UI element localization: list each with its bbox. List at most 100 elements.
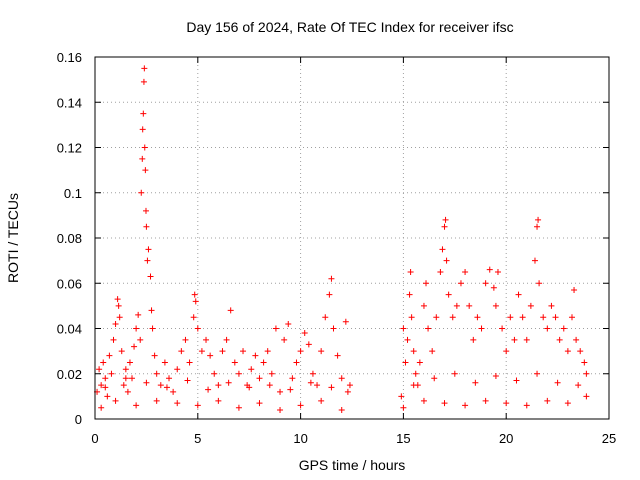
data-point	[198, 348, 205, 355]
data-point	[554, 379, 561, 386]
data-point	[407, 268, 414, 275]
data-point	[523, 402, 530, 409]
data-point	[472, 379, 479, 386]
y-tick-label: 0.04	[57, 322, 82, 337]
data-point	[98, 382, 105, 389]
x-tick-label: 15	[396, 431, 410, 446]
x-tick-label: 10	[293, 431, 307, 446]
data-point	[328, 275, 335, 282]
data-point	[437, 268, 444, 275]
data-point	[466, 302, 473, 309]
data-point	[114, 296, 121, 303]
data-point	[499, 325, 506, 332]
data-point	[443, 257, 450, 264]
data-point	[194, 402, 201, 409]
data-point	[149, 325, 156, 332]
data-point	[583, 370, 590, 377]
data-point	[102, 384, 109, 391]
data-point	[131, 343, 138, 350]
data-point	[429, 348, 436, 355]
data-point	[260, 359, 267, 366]
y-axis-label: ROTI / TECUs	[5, 193, 21, 283]
data-point	[190, 314, 197, 321]
data-point	[148, 307, 155, 314]
data-point	[184, 377, 191, 384]
data-point	[318, 397, 325, 404]
data-point	[470, 336, 477, 343]
data-point	[256, 375, 263, 382]
data-point	[408, 314, 415, 321]
data-point	[420, 302, 427, 309]
data-point	[309, 370, 316, 377]
data-point	[120, 382, 127, 389]
data-point	[100, 359, 107, 366]
data-point	[268, 370, 275, 377]
y-tick-label: 0.12	[57, 141, 82, 156]
data-point	[420, 397, 427, 404]
data-point	[540, 314, 547, 321]
data-point	[400, 325, 407, 332]
data-point	[511, 336, 518, 343]
data-point	[423, 280, 430, 287]
data-point	[138, 189, 145, 196]
data-point	[431, 375, 438, 382]
data-point	[141, 65, 148, 72]
data-point	[215, 397, 222, 404]
data-point	[297, 402, 304, 409]
data-point	[277, 388, 284, 395]
data-point	[289, 375, 296, 382]
data-point	[129, 375, 136, 382]
data-point	[174, 400, 181, 407]
data-point	[474, 314, 481, 321]
data-point	[118, 348, 125, 355]
data-point	[174, 366, 181, 373]
data-point	[135, 311, 142, 318]
data-point	[264, 348, 271, 355]
data-point	[192, 298, 199, 305]
data-point	[425, 325, 432, 332]
data-point	[544, 397, 551, 404]
data-point	[486, 266, 493, 273]
data-point	[231, 359, 238, 366]
data-point	[124, 388, 131, 395]
data-point	[133, 325, 140, 332]
data-point	[137, 336, 144, 343]
data-point	[205, 386, 212, 393]
data-point	[248, 366, 255, 373]
data-point	[142, 167, 149, 174]
y-tick-label: 0.14	[57, 95, 82, 110]
data-point	[536, 280, 543, 287]
data-point	[398, 393, 405, 400]
data-point	[252, 352, 259, 359]
data-point	[406, 291, 413, 298]
data-point	[246, 384, 253, 391]
data-point	[225, 379, 232, 386]
data-point	[571, 287, 578, 294]
data-point	[441, 223, 448, 230]
data-point	[513, 377, 520, 384]
data-point	[457, 280, 464, 287]
data-point	[301, 330, 308, 337]
data-point	[478, 325, 485, 332]
y-tick-label: 0.02	[57, 367, 82, 382]
data-point	[102, 375, 109, 382]
data-point	[98, 404, 105, 411]
data-point	[287, 386, 294, 393]
data-point	[322, 314, 329, 321]
data-point	[140, 78, 147, 85]
data-point	[581, 359, 588, 366]
data-point	[161, 359, 168, 366]
data-point	[272, 325, 279, 332]
data-point	[108, 370, 115, 377]
data-point	[307, 379, 314, 386]
data-point	[153, 370, 160, 377]
data-point	[142, 207, 149, 214]
data-point	[191, 291, 198, 298]
data-point	[556, 336, 563, 343]
data-point	[297, 348, 304, 355]
data-point	[535, 216, 542, 223]
data-point	[482, 280, 489, 287]
data-point	[122, 375, 129, 382]
data-point	[462, 402, 469, 409]
data-point	[219, 348, 226, 355]
